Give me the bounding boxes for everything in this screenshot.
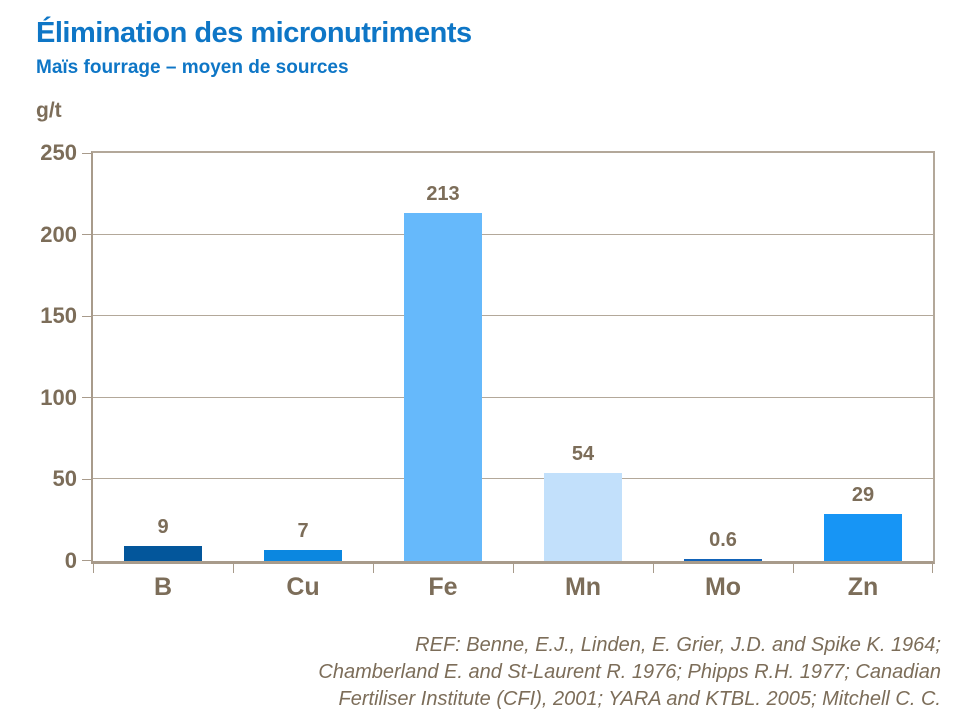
x-axis-label: Mo: [704, 573, 742, 601]
bar-mn: [544, 472, 622, 561]
x-axis-tick: [232, 564, 234, 573]
gridline-100: [93, 396, 933, 398]
bar-mo: [684, 559, 762, 561]
bar-value-label: 213: [426, 183, 460, 206]
bar-value-label: 29: [851, 483, 875, 506]
reference-line: Fertiliser Institute (CFI), 2001; YARA a…: [338, 688, 941, 710]
bar-value-label: 54: [571, 442, 595, 465]
x-axis-tick: [932, 564, 933, 573]
y-axis-label: 200: [40, 221, 77, 247]
reference-text: REF: Benne, E.J., Linden, E. Grier, J.D.…: [201, 632, 941, 713]
plot-area: 0 50 100 150 200 250 9 B 7 Cu 213 Fe 54 Mn 0.6 Mo 29 Zn: [40, 142, 935, 601]
bar-value-label: 7: [297, 519, 309, 542]
reference-line: Chamberland E. and St-Laurent R. 1976; P…: [318, 661, 941, 683]
reference-line: REF: Benne, E.J., Linden, E. Grier, J.D.…: [415, 634, 941, 656]
gridline-200: [93, 233, 933, 235]
x-axis-tick: [512, 564, 514, 573]
bar-zn: [824, 513, 902, 561]
y-axis-tick: [82, 560, 91, 561]
y-axis-tick: [82, 397, 91, 399]
x-axis-tick: [792, 564, 794, 573]
x-axis-tick: [92, 564, 94, 573]
y-axis-unit-label: g/t: [36, 99, 62, 122]
x-axis-label: Fe: [428, 573, 458, 601]
x-axis-label: Mn: [564, 573, 602, 601]
bar-value-label: 9: [157, 516, 169, 539]
gridline-150: [93, 315, 933, 317]
y-axis-tick: [82, 315, 91, 317]
chart-subtitle: Maïs fourrage – moyen de sources: [36, 57, 349, 78]
y-axis-tick: [82, 234, 91, 236]
chart-title: Élimination des micronutriments: [36, 17, 472, 49]
bar-cu: [264, 549, 342, 561]
bar-fe: [404, 213, 482, 561]
y-axis-label: 150: [40, 303, 77, 329]
bar-b: [124, 546, 202, 561]
y-axis-label: 100: [40, 384, 77, 410]
x-axis-tick: [372, 564, 374, 573]
y-axis-tick: [82, 152, 91, 154]
bar-value-label: 0.6: [709, 529, 737, 551]
x-axis-label: Zn: [847, 573, 879, 601]
x-axis-tick: [652, 564, 654, 573]
y-axis-label: 0: [64, 548, 77, 573]
x-axis-label: Cu: [286, 573, 320, 601]
gridline-50: [93, 478, 933, 480]
y-axis-label: 50: [52, 466, 77, 492]
y-axis-label: 250: [40, 140, 77, 165]
x-axis-label: B: [153, 573, 173, 601]
y-axis-tick: [82, 478, 91, 480]
